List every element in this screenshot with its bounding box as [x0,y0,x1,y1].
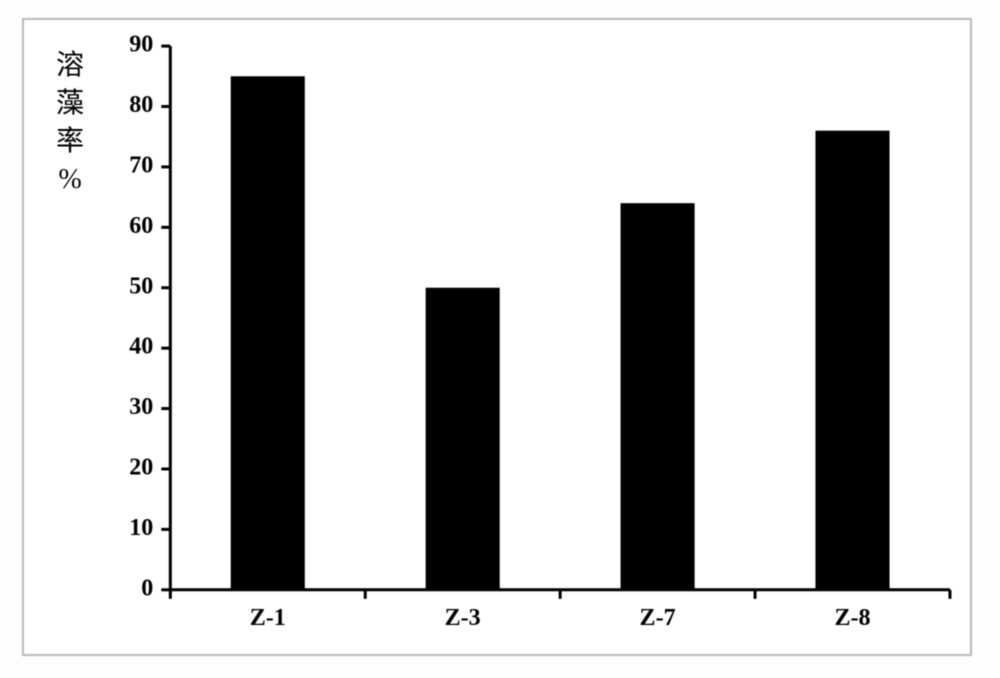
y-tick-label: 60 [129,213,153,239]
x-tick-label: Z-8 [834,605,870,631]
y-axis-label-char: 率 [56,125,84,157]
bar [231,76,305,590]
y-axis-label-char: 溶 [56,49,84,81]
x-tick-label: Z-1 [250,605,286,631]
bar-chart: 0 10 20 30 40 50 60 70 80 90 Z-1 Z-3 Z-7 Z-8 溶藻率% [24,20,970,654]
y-tick-label: 70 [129,152,153,178]
y-axis-label-char: % [58,164,81,195]
y-tick-label: 20 [129,454,153,480]
y-tick-label: 50 [129,273,153,299]
chart-panel: 0 10 20 30 40 50 60 70 80 90 Z-1 Z-3 Z-7 Z-8 溶藻率% [22,18,972,656]
bar [815,131,889,590]
y-axis-label-char: 藻 [56,87,84,119]
y-tick-label: 40 [129,334,153,360]
y-tick-label: 90 [129,32,153,58]
y-tick-label: 80 [129,92,153,118]
bar [426,288,500,590]
y-tick-label: 0 [141,575,153,601]
figure-outer: 0 10 20 30 40 50 60 70 80 90 Z-1 Z-3 Z-7 Z-8 溶藻率% [0,0,1000,678]
y-tick-label: 30 [129,394,153,420]
x-tick-label: Z-7 [640,605,676,631]
y-tick-label: 10 [129,515,153,541]
x-tick-label: Z-3 [445,605,481,631]
bar [621,203,695,590]
